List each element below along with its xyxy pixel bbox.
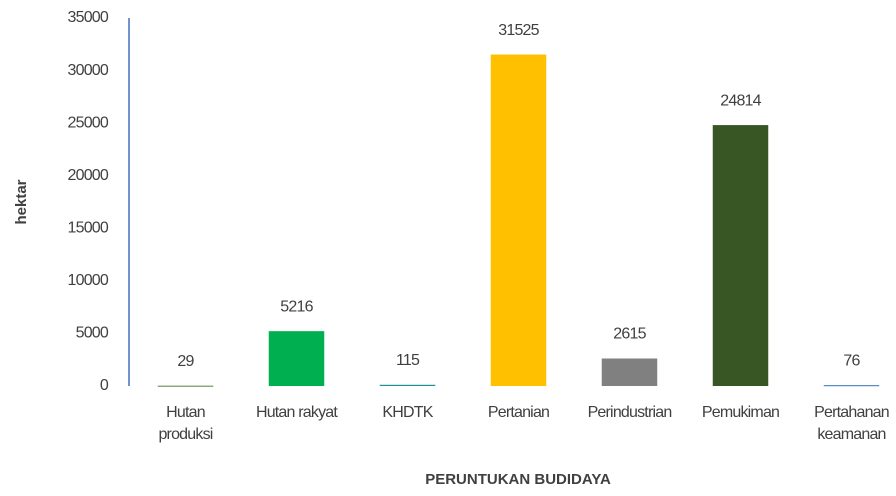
data-label: 29	[177, 353, 194, 370]
bar	[379, 384, 436, 386]
data-label: 31525	[498, 22, 539, 39]
bar	[712, 125, 769, 386]
y-axis-title: hektar	[13, 179, 30, 224]
bar	[601, 358, 658, 386]
y-tick-label: 10000	[68, 272, 109, 289]
x-axis-title: PERUNTUKAN BUDIDAYA	[425, 471, 611, 488]
y-tick-label: 20000	[68, 167, 109, 184]
data-label: 5216	[280, 298, 313, 315]
y-tick-label: 15000	[68, 220, 109, 237]
bar	[823, 385, 880, 387]
x-tick-label: Perindustrian	[588, 404, 672, 421]
x-tick-label: Hutan produksi	[158, 404, 212, 443]
data-label: 2615	[613, 326, 646, 343]
data-label: 76	[843, 352, 860, 369]
y-tick-label: 30000	[68, 62, 109, 79]
data-label: 24814	[720, 92, 761, 109]
y-tick-label: 25000	[68, 114, 109, 131]
x-tick-label: Pertanian	[488, 404, 549, 421]
data-label: 115	[396, 352, 420, 369]
x-tick-label: KHDTK	[382, 404, 433, 421]
x-tick-label: Hutan rakyat	[256, 404, 338, 421]
y-tick-label: 0	[100, 377, 109, 394]
x-tick-label: Pemukiman	[702, 404, 779, 421]
x-tick-label: Pertahanan keamanan	[814, 404, 889, 443]
bar	[157, 385, 214, 387]
bar	[490, 54, 547, 387]
y-tick-label: 5000	[76, 325, 109, 342]
bar	[268, 331, 325, 386]
y-tick-label: 35000	[68, 9, 109, 26]
